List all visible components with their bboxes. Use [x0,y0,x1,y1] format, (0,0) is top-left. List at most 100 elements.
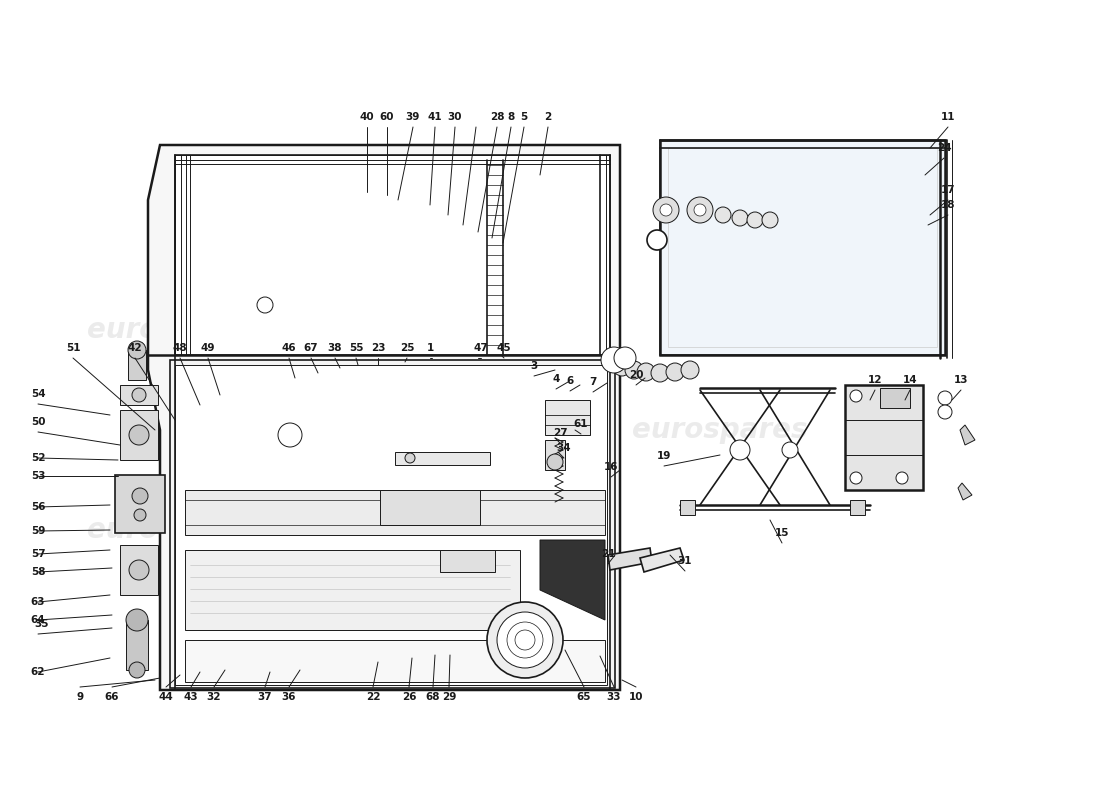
Text: 58: 58 [31,567,45,577]
Text: 30: 30 [448,112,462,122]
Text: 21: 21 [601,549,615,559]
Text: eurospares: eurospares [87,316,263,344]
Text: 28: 28 [490,112,504,122]
Polygon shape [608,548,652,570]
Polygon shape [640,548,684,572]
Text: 20: 20 [629,370,644,380]
Circle shape [129,662,145,678]
Circle shape [134,509,146,521]
Text: 1: 1 [427,343,433,353]
Text: 2: 2 [544,112,551,122]
Text: 24: 24 [937,143,952,153]
Circle shape [694,204,706,216]
Circle shape [647,230,667,250]
Circle shape [487,602,563,678]
Bar [880,388,910,408]
Text: 66: 66 [104,692,119,702]
Text: 57: 57 [31,549,45,559]
Circle shape [782,442,797,458]
Text: 26: 26 [402,692,416,702]
Text: 39: 39 [406,112,420,122]
Text: 32: 32 [207,692,221,702]
Polygon shape [120,385,158,405]
Circle shape [730,440,750,460]
Text: 19: 19 [657,451,671,461]
Bar [845,385,923,490]
Text: 47: 47 [474,343,488,353]
Text: 3: 3 [530,361,538,371]
Text: 27: 27 [552,428,568,438]
Text: 45: 45 [497,343,512,353]
Circle shape [896,472,907,484]
Bar [185,640,605,682]
Circle shape [688,197,713,223]
Text: 56: 56 [31,502,45,512]
Bar [128,350,146,380]
Text: 10: 10 [629,692,644,702]
Circle shape [747,212,763,228]
Text: 68: 68 [426,692,440,702]
Text: 18: 18 [940,200,955,210]
Text: 55: 55 [349,343,363,353]
Circle shape [278,423,303,447]
Text: 62: 62 [31,667,45,677]
Polygon shape [395,452,490,465]
Text: 4: 4 [552,374,560,384]
Polygon shape [148,145,620,690]
Circle shape [762,212,778,228]
Text: 53: 53 [31,471,45,481]
Circle shape [850,390,862,402]
Text: 14: 14 [903,375,917,385]
Text: 44: 44 [158,692,174,702]
Circle shape [128,341,146,359]
Text: 36: 36 [282,692,296,702]
Text: 67: 67 [304,343,318,353]
Text: 17: 17 [940,185,955,195]
Text: 65: 65 [576,692,592,702]
Text: 13: 13 [954,375,968,385]
Circle shape [938,405,952,419]
Text: 9: 9 [76,692,84,702]
Text: 50: 50 [31,417,45,427]
Text: 46: 46 [282,343,296,353]
Bar [440,550,495,572]
Text: eurospares: eurospares [632,416,807,444]
Circle shape [637,363,654,381]
Circle shape [653,197,679,223]
Circle shape [126,609,148,631]
Circle shape [660,204,672,216]
Polygon shape [960,425,975,445]
Circle shape [601,347,627,373]
Circle shape [613,358,631,376]
Bar [120,410,158,460]
Bar [850,500,865,515]
Circle shape [896,390,907,402]
Text: 63: 63 [31,597,45,607]
Text: 54: 54 [31,389,45,399]
Bar [185,490,605,535]
Text: 41: 41 [428,112,442,122]
Text: 23: 23 [371,343,385,353]
Circle shape [497,612,553,668]
Circle shape [129,560,149,580]
Text: 51: 51 [66,343,80,353]
Text: 60: 60 [379,112,394,122]
Text: 34: 34 [557,443,571,453]
Circle shape [681,361,698,379]
Text: 37: 37 [257,692,273,702]
Circle shape [132,388,146,402]
Text: 35: 35 [35,619,50,629]
Text: 8: 8 [507,112,515,122]
Bar [185,550,520,630]
Polygon shape [170,360,615,688]
Text: 22: 22 [365,692,381,702]
Circle shape [850,472,862,484]
Polygon shape [660,140,945,355]
Circle shape [129,425,149,445]
Circle shape [715,207,732,223]
Bar [120,545,158,595]
Text: 29: 29 [442,692,456,702]
Text: 12: 12 [868,375,882,385]
Text: eurospares: eurospares [87,516,263,544]
Text: 40: 40 [360,112,374,122]
